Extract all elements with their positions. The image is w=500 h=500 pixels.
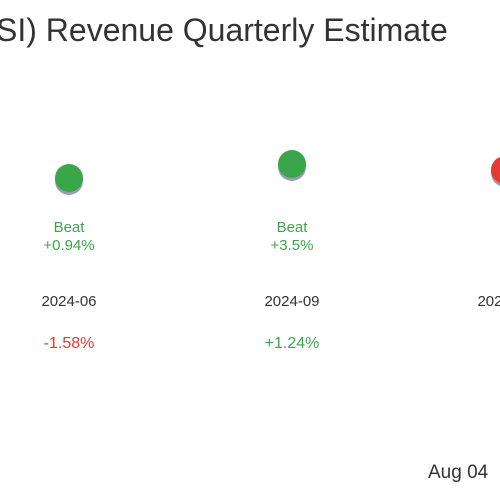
surprise-label-2024-06: +0.94% [43,237,94,254]
growth-label-2024-09: +1.24% [265,335,320,352]
date-stamp: Aug 04 [428,462,489,483]
actual-point-2024-06 [55,164,83,192]
surprise-label-2024-09: +3.5% [271,237,314,254]
actual-point-2024-12 [491,156,500,184]
chart-title: SI) Revenue Quarterly Estimate [0,12,448,48]
period-label-2024-12: 2024-12 [477,293,500,310]
period-label-2024-09: 2024-09 [264,293,319,310]
actual-point-2024-09 [278,150,306,178]
period-label-2024-06: 2024-06 [41,293,96,310]
result-label-2024-12: M [499,219,500,236]
result-label-2024-09: Beat [277,219,309,236]
growth-label-2024-06: -1.58% [44,335,95,352]
result-label-2024-06: Beat [54,219,86,236]
